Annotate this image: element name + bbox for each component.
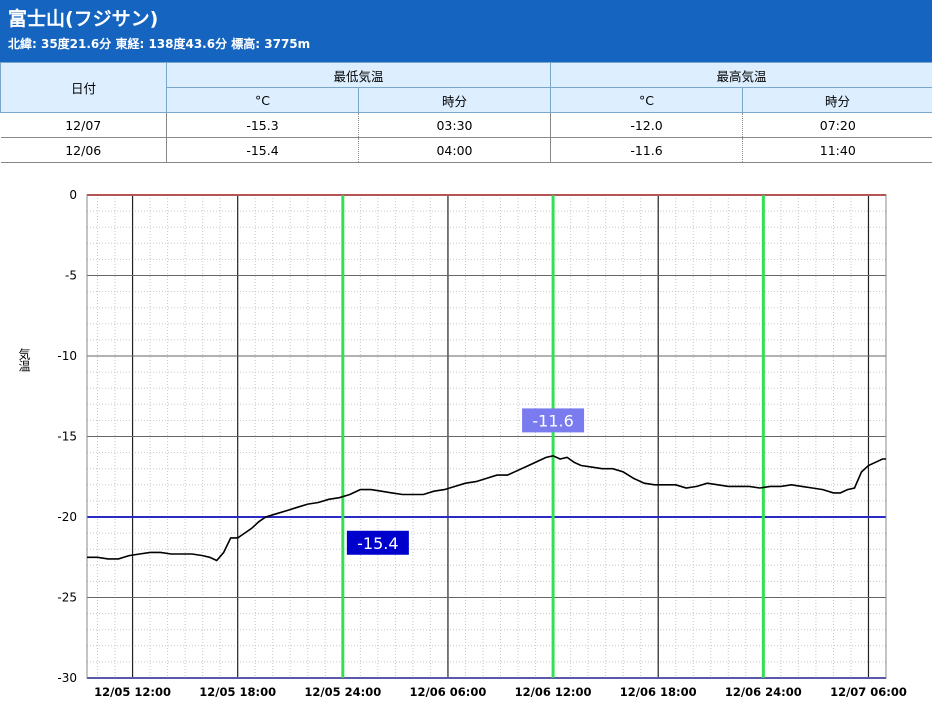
row-min-temp: -15.4 [166, 137, 359, 163]
x-tick-label: 12/06 12:00 [515, 685, 592, 699]
y-axis-label: 気温 [17, 347, 31, 372]
temperature-summary-table: 日付 最低気温 最高気温 °C 時分 °C 時分 12/07 -15.3 03:… [0, 62, 932, 163]
temperature-chart: 0 -5 -10 -15 -20 -25 -30 12/05 12:00 12/05 18:00… [17, 188, 907, 699]
station-name: 富士山(フジサン) [8, 8, 159, 30]
max-temp-group-header: 最高気温 [550, 62, 932, 88]
station-header: 富士山(フジサン) 北緯: 35度21.6分 東経: 138度43.6分 標高:… [0, 0, 932, 62]
x-tick-label: 12/05 18:00 [199, 685, 276, 699]
min-temp-group-header: 最低気温 [165, 62, 552, 88]
value-annotation-box [522, 408, 585, 433]
row-max-time: 07:20 [742, 112, 932, 138]
y-tick-label: -20 [57, 510, 77, 524]
table-row: 12/06 -15.4 04:00 -11.6 11:40 [0, 137, 932, 163]
value-annotation-label: -11.6 [532, 411, 573, 430]
value-annotation-box [346, 530, 409, 555]
table-row: 12/07 -15.3 03:30 -12.0 07:20 [0, 112, 932, 138]
y-tick-label: -15 [57, 430, 77, 444]
y-tick-label: -5 [65, 269, 77, 283]
max-time-header: 時分 [742, 87, 932, 113]
max-temp-unit-header: °C [550, 87, 744, 113]
plot-frame [86, 194, 887, 679]
y-tick-label: -30 [57, 671, 77, 685]
x-tick-label: 12/06 18:00 [620, 685, 697, 699]
x-tick-label: 12/05 12:00 [94, 685, 171, 699]
temperature-series-line [87, 454, 886, 562]
row-max-temp: -11.6 [550, 137, 744, 163]
station-coordinates: 北緯: 35度21.6分 東経: 138度43.6分 標高: 3775m [8, 37, 311, 51]
row-date: 12/07 [0, 112, 167, 138]
min-time-header: 時分 [357, 87, 552, 113]
row-max-time: 11:40 [742, 137, 932, 163]
row-min-time: 03:30 [358, 112, 552, 138]
y-tick-label: -10 [57, 349, 77, 363]
row-min-temp: -15.3 [166, 112, 359, 138]
x-tick-label: 12/05 24:00 [304, 685, 381, 699]
x-tick-label: 12/06 24:00 [725, 685, 802, 699]
x-tick-label: 12/06 06:00 [410, 685, 487, 699]
x-tick-label: 12/07 06:00 [830, 685, 907, 699]
row-min-time: 04:00 [358, 137, 552, 163]
date-column-header: 日付 [0, 62, 167, 113]
y-tick-label: 0 [69, 188, 77, 202]
row-date: 12/06 [0, 137, 167, 163]
value-annotation-label: -15.4 [357, 534, 398, 553]
y-tick-label: -25 [57, 591, 77, 605]
row-max-temp: -12.0 [550, 112, 744, 138]
min-temp-unit-header: °C [166, 87, 359, 113]
